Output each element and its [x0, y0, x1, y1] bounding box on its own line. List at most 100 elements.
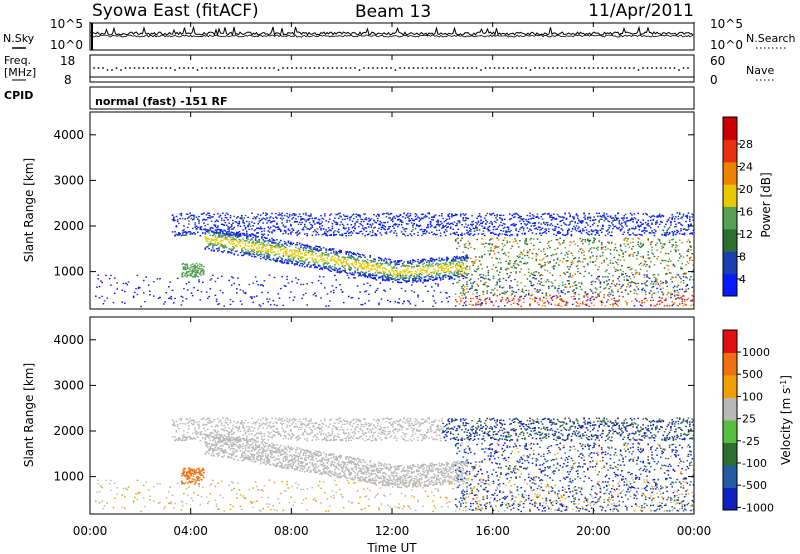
- power-pixel: [305, 259, 307, 261]
- power-pixel: [530, 218, 532, 220]
- power-pixel: [261, 246, 263, 249]
- power-pixel: [675, 246, 677, 249]
- power-pixel: [502, 286, 505, 288]
- power-pixel: [365, 266, 368, 269]
- power-pixel: [218, 233, 220, 236]
- power-pixel: [465, 243, 467, 245]
- power-pixel: [585, 295, 588, 297]
- power-pixel: [632, 253, 634, 256]
- power-pixel: [348, 257, 350, 259]
- power-pixel: [593, 304, 595, 307]
- power-pixel: [642, 255, 644, 258]
- power-pixel: [502, 239, 505, 242]
- power-pixel: [634, 272, 637, 274]
- power-pixel: [584, 258, 587, 260]
- power-pixel: [229, 226, 232, 228]
- power-pixel: [273, 246, 276, 249]
- power-pixel: [423, 230, 426, 232]
- power-pixel: [252, 241, 254, 244]
- power-pixel: [156, 278, 159, 280]
- power-pixel: [463, 271, 466, 273]
- power-pixel: [419, 270, 422, 272]
- power-pixel: [545, 295, 548, 297]
- power-pixel: [339, 224, 341, 226]
- power-pixel: [244, 240, 247, 242]
- power-pixel: [310, 246, 312, 248]
- power-pixel: [349, 267, 351, 269]
- power-pixel: [662, 243, 665, 245]
- power-pixel: [280, 246, 282, 248]
- power-pixel: [448, 264, 451, 266]
- power-pixel: [423, 266, 426, 269]
- power-pixel: [268, 238, 271, 241]
- power-pixel: [326, 256, 329, 259]
- power-pixel: [329, 249, 331, 251]
- power-pixel: [407, 267, 409, 270]
- noise-traces: [89, 23, 694, 50]
- power-pixel: [205, 229, 208, 231]
- power-pixel: [179, 233, 181, 235]
- power-pixel: [631, 217, 633, 219]
- power-pixel: [521, 253, 524, 255]
- power-pixel: [461, 237, 463, 239]
- power-pixel: [204, 229, 207, 231]
- power-pixel: [314, 292, 316, 294]
- power-pixel: [598, 234, 600, 236]
- power-pixel: [244, 292, 247, 295]
- power-pixel: [477, 285, 480, 287]
- power-pixel: [344, 265, 346, 267]
- power-pixel: [444, 267, 447, 269]
- freq-dot: [228, 67, 230, 69]
- power-pixel: [467, 291, 470, 293]
- power-pixel: [174, 235, 176, 237]
- power-pixel: [462, 275, 465, 277]
- power-pixel: [470, 246, 472, 249]
- power-pixel: [252, 282, 254, 284]
- power-pixel: [510, 234, 512, 236]
- power-pixel: [543, 213, 545, 215]
- power-pixel: [470, 257, 472, 260]
- power-pixel: [392, 220, 394, 223]
- power-pixel: [244, 226, 247, 229]
- power-pixel: [598, 240, 600, 243]
- power-pixel: [121, 289, 124, 291]
- power-pixel: [607, 264, 609, 266]
- power-pixel: [470, 232, 472, 235]
- power-pixel: [243, 240, 246, 242]
- power-pixel: [242, 250, 244, 252]
- power-pixel: [497, 305, 500, 308]
- power-pixel: [249, 239, 252, 241]
- power-pixel: [214, 242, 217, 244]
- power-pixel: [398, 218, 400, 220]
- power-pixel: [412, 219, 414, 221]
- power-pixel: [526, 278, 529, 280]
- power-pixel: [183, 225, 185, 227]
- power-pixel: [605, 230, 608, 232]
- power-pixel: [244, 245, 247, 247]
- power-pixel: [320, 229, 322, 231]
- power-pixel: [409, 214, 412, 217]
- power-pixel: [326, 267, 329, 270]
- power-pixel: [609, 234, 612, 237]
- power-pixel: [595, 288, 598, 291]
- power-pixel: [407, 234, 409, 237]
- power-pixel: [487, 228, 490, 231]
- power-pixel: [242, 290, 244, 292]
- power-pixel: [675, 276, 677, 278]
- power-pixel: [423, 279, 426, 281]
- power-pixel: [398, 298, 400, 300]
- power-pixel: [486, 292, 488, 294]
- power-pixel: [329, 266, 331, 268]
- power-pixel: [317, 260, 320, 262]
- power-pixel: [579, 303, 582, 305]
- power-pixel: [647, 223, 649, 225]
- power-pixel: [529, 303, 531, 305]
- power-pixel: [583, 213, 585, 215]
- power-pixel: [583, 212, 585, 214]
- power-pixel: [577, 222, 579, 225]
- power-pixel: [194, 226, 196, 228]
- power-pixel: [385, 261, 388, 264]
- power-pixel: [268, 244, 271, 246]
- power-pixel: [463, 214, 466, 216]
- power-pixel: [349, 251, 351, 253]
